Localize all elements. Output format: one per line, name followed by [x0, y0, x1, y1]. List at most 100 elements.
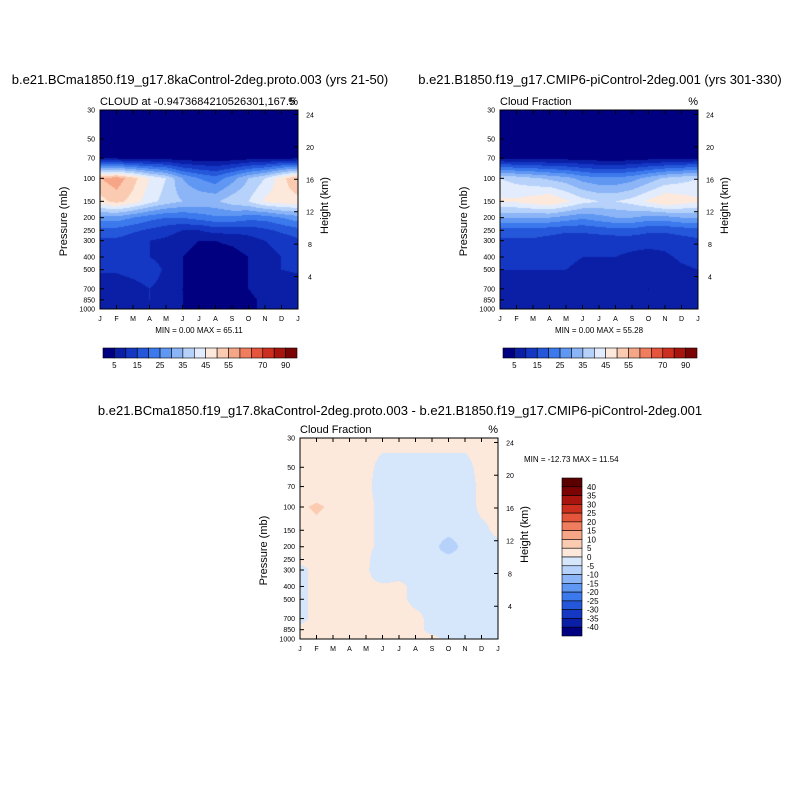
y-tick-label: 700: [483, 286, 495, 293]
y-axis-height: 4 8 12 16 20 24 Height (km): [494, 440, 531, 611]
colorbar-swatch: [561, 477, 583, 488]
x-tick-label: A: [413, 646, 418, 653]
y-tick-label: 850: [283, 627, 295, 634]
y-tick-label: 400: [83, 254, 95, 261]
colorbar-label: 70: [258, 361, 267, 370]
colorbar-swatch: [561, 583, 583, 593]
colorbar-swatch: [685, 347, 698, 359]
y2-axis-title: Height (km): [319, 177, 331, 234]
panels: b.e21.BCma1850.f19_g17.8kaControl-2deg.p…: [12, 72, 782, 653]
colorbar-swatch: [561, 600, 583, 610]
y-tick-label: 150: [283, 528, 295, 535]
y-tick-label: 850: [83, 297, 95, 304]
y-tick-label: 400: [483, 254, 495, 261]
y2-tick-label: 12: [506, 539, 514, 546]
y-tick-label: 70: [487, 156, 495, 163]
colorbar-label: 25: [556, 361, 565, 370]
x-tick-label: D: [279, 316, 284, 323]
colorbar-label: -5: [587, 562, 595, 571]
y2-tick-label: 16: [506, 506, 514, 513]
y-tick-label: 1000: [279, 637, 295, 644]
x-tick-label: J: [181, 316, 185, 323]
colorbar-label: 45: [201, 361, 210, 370]
colorbar-swatch: [561, 504, 583, 514]
x-tick-label: A: [347, 646, 352, 653]
y-tick-label: 150: [83, 199, 95, 206]
y-tick-label: 100: [483, 176, 495, 183]
colorbar-label: -20: [587, 588, 599, 597]
x-tick-label: O: [446, 646, 452, 653]
x-tick-label: O: [246, 316, 252, 323]
colorbar-swatch: [616, 347, 629, 359]
contour-field: [500, 110, 698, 309]
y-axis-title: Pressure (mb): [458, 187, 470, 257]
colorbar-label: 5: [587, 544, 592, 553]
colorbar-label: 5: [112, 361, 117, 370]
x-tick-label: D: [479, 646, 484, 653]
colorbar-label: 5: [512, 361, 517, 370]
colorbar-swatch: [182, 347, 195, 359]
colorbar-swatch: [561, 547, 583, 558]
colorbar-swatch: [605, 347, 618, 359]
y-axis-height: 4 8 12 16 20 24 Height (km): [694, 112, 731, 282]
colorbar-label: 15: [587, 527, 596, 536]
x-tick-label: J: [197, 316, 201, 323]
colorbar-swatch: [561, 618, 583, 628]
y-tick-label: 200: [283, 544, 295, 551]
colorbar-label: -10: [587, 571, 599, 580]
right-label: %: [488, 424, 498, 436]
left-label: Cloud Fraction: [300, 424, 372, 436]
y2-tick-label: 4: [508, 604, 512, 611]
y-tick-label: 70: [287, 484, 295, 491]
y2-tick-label: 16: [706, 177, 714, 184]
y-axis-title: Pressure (mb): [258, 516, 270, 586]
left-label: Cloud Fraction: [500, 96, 572, 108]
y-tick-label: 200: [483, 215, 495, 222]
y-tick-label: 50: [287, 465, 295, 472]
x-tick-label: J: [381, 646, 385, 653]
colorbar-swatch: [639, 347, 652, 359]
y-tick-label: 700: [283, 616, 295, 623]
colorbar-swatch: [136, 347, 149, 359]
colorbar: 5 15 25 35 45 55 70 90: [502, 347, 698, 370]
x-tick-label: M: [363, 646, 369, 653]
colorbar-swatch: [205, 347, 218, 359]
y-tick-label: 500: [283, 597, 295, 604]
x-tick-label: S: [230, 316, 235, 323]
colorbar-swatch: [514, 347, 527, 359]
colorbar-swatch: [148, 347, 161, 359]
colorbar-swatch: [171, 347, 184, 359]
colorbar-label: 90: [681, 361, 690, 370]
x-tick-label: J: [298, 646, 302, 653]
min-max-label: MIN = -12.73 MAX = 11.54: [524, 455, 619, 464]
y-tick-label: 30: [87, 108, 95, 115]
y2-tick-label: 16: [306, 177, 314, 184]
colorbar-label: 35: [178, 361, 187, 370]
colorbar-swatch: [114, 347, 127, 359]
y-axis-pressure: 30 50 70 100 150 200 250 300 400 500 700 850 1000 Pre…: [58, 108, 104, 314]
colorbar-swatch: [559, 347, 572, 359]
x-tick-label: O: [646, 316, 652, 323]
x-tick-label: M: [530, 316, 536, 323]
colorbar-swatch: [561, 512, 583, 523]
y-tick-label: 1000: [479, 307, 495, 314]
colorbar-swatch: [273, 347, 286, 359]
left-label: CLOUD at -0.9473684210526301,167.5: [100, 96, 295, 108]
y-tick-label: 50: [487, 136, 495, 143]
y2-tick-label: 24: [306, 112, 314, 119]
y-tick-label: 400: [283, 584, 295, 591]
y-tick-label: 70: [87, 156, 95, 163]
chart-panel-2: b.e21.B1850.f19_g17.CMIP6-piControl-2deg…: [418, 72, 782, 370]
colorbar-label: 20: [587, 518, 596, 527]
colorbar-swatch: [228, 347, 241, 359]
colorbar-swatch: [561, 574, 583, 584]
colorbar-label: 25: [587, 509, 596, 518]
x-tick-label: M: [163, 316, 169, 323]
colorbar-label: -35: [587, 614, 599, 623]
chart-title: b.e21.BCma1850.f19_g17.8kaControl-2deg.p…: [98, 403, 702, 418]
x-tick-label: J: [597, 316, 601, 323]
y-tick-label: 700: [83, 286, 95, 293]
y-tick-label: 300: [283, 567, 295, 574]
